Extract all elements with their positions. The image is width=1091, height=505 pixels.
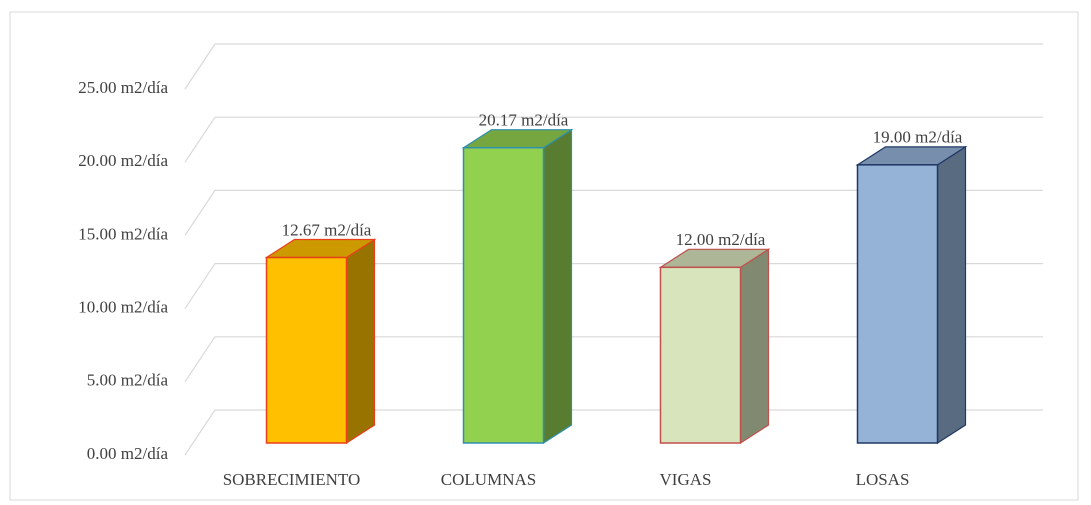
grid-line <box>184 189 1043 236</box>
x-tick-label: SOBRECIMIENTO <box>223 470 361 489</box>
bar <box>265 256 348 444</box>
data-label: 20.17 m2/día <box>479 111 569 130</box>
bar <box>856 164 939 444</box>
bar <box>659 266 742 444</box>
bar-side <box>345 238 376 445</box>
grid-line <box>184 43 1043 90</box>
grid-line <box>184 116 1043 163</box>
chart-frame <box>9 11 1079 501</box>
bar-side <box>936 145 967 445</box>
bar-side <box>739 248 770 445</box>
y-tick-label: 10.00 m2/día <box>78 298 168 317</box>
y-tick-label: 5.00 m2/día <box>87 371 169 390</box>
data-label: 12.67 m2/día <box>282 220 372 239</box>
x-tick-label: COLUMNAS <box>441 470 536 489</box>
y-tick-label: 15.00 m2/día <box>78 224 168 243</box>
y-tick-label: 25.00 m2/día <box>78 78 168 97</box>
data-label: 19.00 m2/día <box>873 128 963 147</box>
bar-side <box>542 128 573 445</box>
data-label: 12.00 m2/día <box>676 230 766 249</box>
x-tick-label: VIGAS <box>660 470 712 489</box>
y-tick-label: 20.00 m2/día <box>78 151 168 170</box>
y-tick-label: 0.00 m2/día <box>87 444 169 463</box>
x-tick-label: LOSAS <box>856 470 910 489</box>
bar <box>462 146 545 444</box>
